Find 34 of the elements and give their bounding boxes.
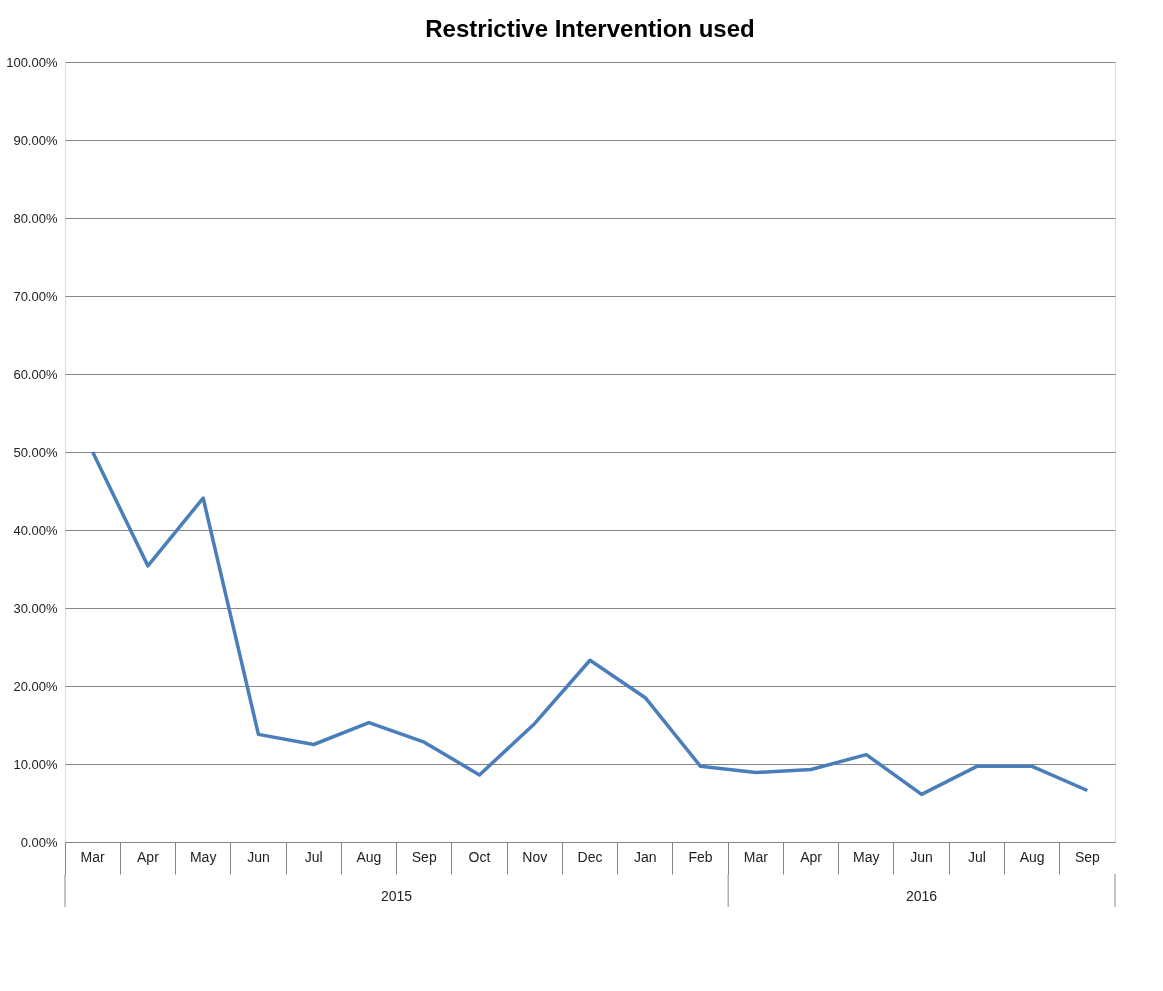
y-tick-label: 80.00% [13,210,58,226]
x-tick-label: Aug [356,848,382,865]
x-tick-label: May [189,848,217,865]
x-tick-label: Jun [247,848,270,865]
text: 2015 [381,888,413,904]
x-tick-label: Sep [411,848,437,865]
x-tick-label: Jul [304,848,323,865]
x-tick-label: Nov [522,848,548,865]
x-tick-label: Mar [743,848,769,865]
y-tick-label: 0.00% [20,834,58,850]
x-tick-label: May [853,848,880,865]
chart-title: Restrictive Intervention used [425,15,755,42]
x-tick-label: Jun [910,848,933,865]
text: 2016 [906,888,938,904]
x-tick-label: Oct [468,848,491,865]
y-tick-label: 20.00% [13,678,58,694]
x-tick-label: Apr [800,848,823,865]
y-tick-label: 90.00% [13,132,58,148]
x-tick-label: Sep [1074,848,1101,865]
y-tick-label: 10.00% [13,756,58,772]
x-tick-label: Feb [688,848,713,865]
y-tick-label: 60.00% [13,366,58,382]
x-tick-label: Dec [577,848,603,865]
x-tick-label: Jan [633,848,657,865]
x-tick-label: Aug [1019,848,1045,865]
y-tick-label: 50.00% [13,444,58,460]
x-tick-label: Mar [80,848,106,865]
y-tick-label: 70.00% [13,288,58,304]
y-tick-label: 100.00% [6,54,58,70]
y-tick-label: 40.00% [13,522,58,538]
x-tick-label: Apr [137,848,160,865]
y-tick-label: 30.00% [13,600,58,616]
x-tick-label: Jul [967,848,986,865]
line-series [90,450,1090,797]
